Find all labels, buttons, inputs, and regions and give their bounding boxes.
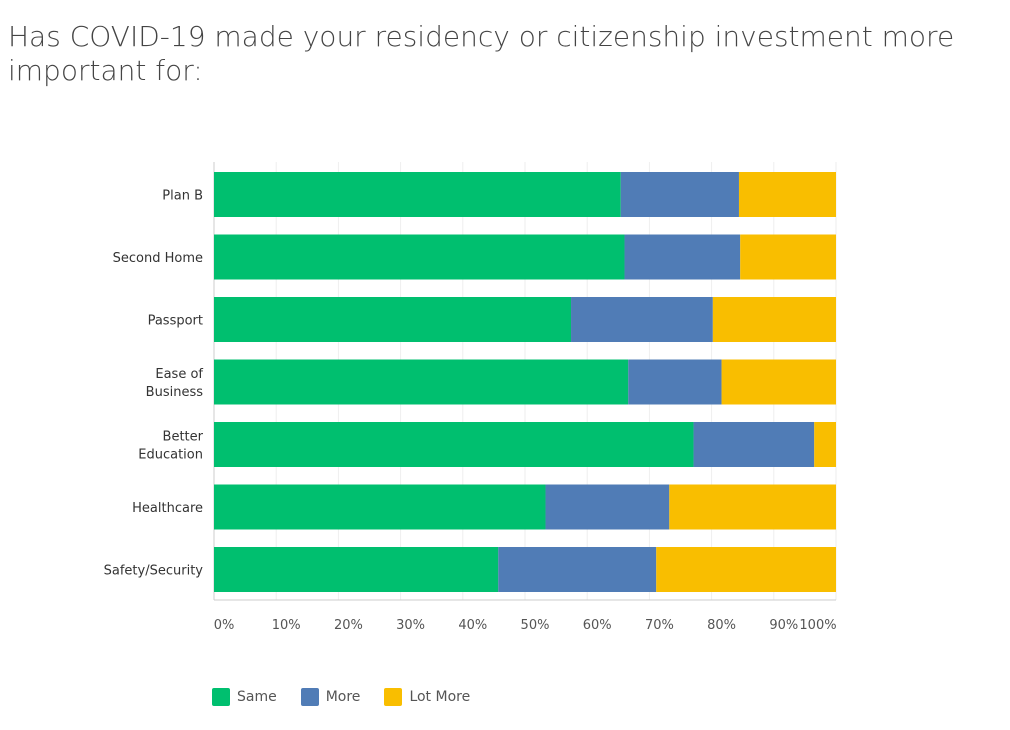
x-tick-label: 0% <box>214 618 235 633</box>
x-tick-label: 80% <box>707 618 736 633</box>
bar-segment-same <box>214 422 694 467</box>
category-label: Better Education <box>138 430 203 463</box>
x-tick-label: 70% <box>645 618 674 633</box>
legend-item: Same <box>212 688 277 706</box>
x-tick-label: 100% <box>799 618 836 633</box>
bar-segment-lot-more <box>814 422 836 467</box>
category-label: Second Home <box>113 251 203 266</box>
category-label: Plan B <box>162 189 203 204</box>
bar-segment-same <box>214 234 625 280</box>
x-tick-label: 10% <box>272 618 301 633</box>
bar-segment-more <box>620 172 739 217</box>
bar-segment-lot-more <box>712 297 836 342</box>
x-tick-label: 90% <box>769 618 798 633</box>
bar-segment-lot-more <box>740 234 836 280</box>
bar-segment-more <box>545 484 670 530</box>
bar-segment-same <box>214 484 546 530</box>
x-tick-label: 30% <box>396 618 425 633</box>
x-tick-label: 60% <box>583 618 612 633</box>
bar-segment-more <box>693 422 815 467</box>
legend-label: Same <box>237 689 277 705</box>
bar-segment-more <box>624 234 741 280</box>
chart-title: Has COVID-19 made your residency or citi… <box>8 20 955 87</box>
category-label: Healthcare <box>132 501 203 516</box>
bar-segment-same <box>214 172 621 217</box>
bar-segment-more <box>498 547 657 592</box>
legend-swatch <box>300 688 319 706</box>
bar-segment-same <box>214 359 629 405</box>
x-tick-label: 50% <box>521 618 550 633</box>
bar-segment-lot-more <box>669 484 836 530</box>
category-label: Passport <box>148 314 203 329</box>
bar-segment-lot-more <box>721 359 836 405</box>
bar-segment-same <box>214 547 499 592</box>
legend-swatch <box>384 688 403 706</box>
x-tick-label: 20% <box>334 618 363 633</box>
x-tick-label: 40% <box>458 618 487 633</box>
legend: Same More Lot More <box>212 688 470 706</box>
legend-item: More <box>300 688 361 706</box>
category-label: Ease of Business <box>146 367 204 400</box>
legend-swatch <box>212 688 230 706</box>
bar-segment-more <box>571 297 713 342</box>
bar-segment-lot-more <box>738 172 836 217</box>
bar-segment-more <box>628 359 722 405</box>
bar-segment-same <box>214 297 572 342</box>
category-label: Safety/Security <box>104 564 204 579</box>
bar-segment-lot-more <box>656 547 836 592</box>
legend-label: More <box>325 689 361 705</box>
legend-item: Lot More <box>384 688 470 706</box>
legend-label: Lot More <box>409 689 471 705</box>
